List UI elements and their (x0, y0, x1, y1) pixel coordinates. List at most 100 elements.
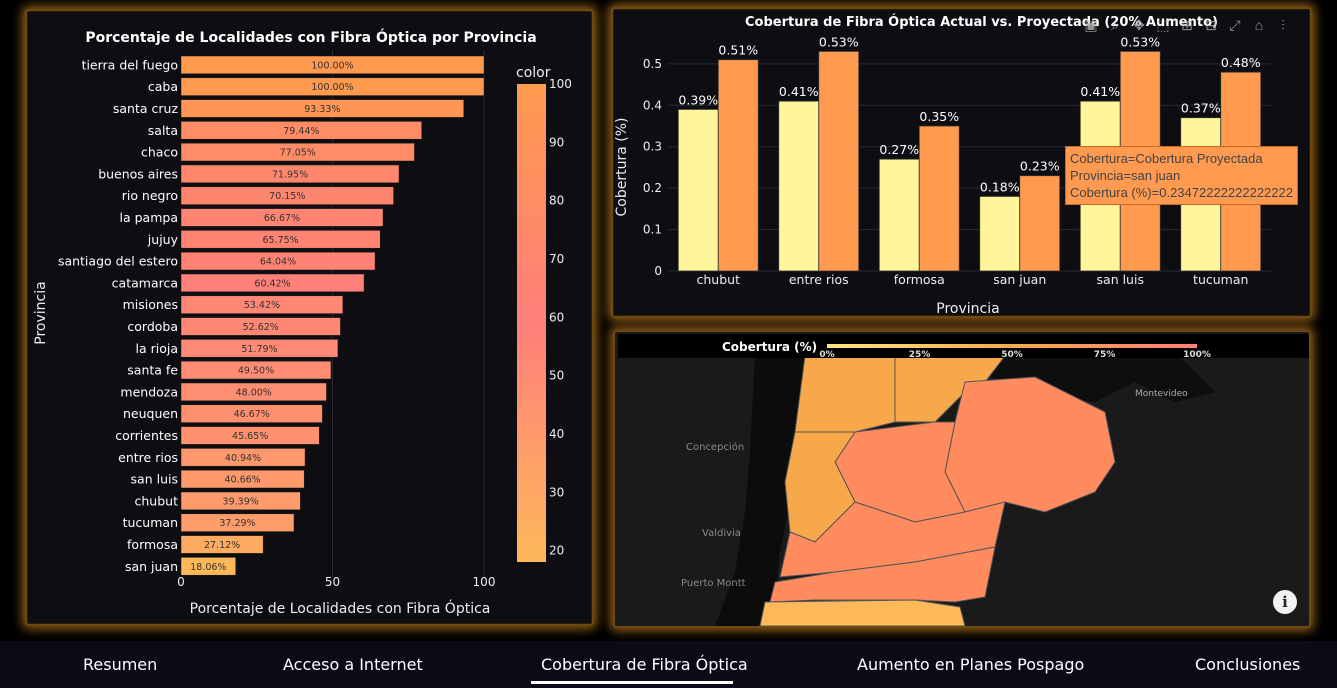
bar-value-label: 0.51% (718, 43, 758, 58)
bar[interactable] (979, 196, 1021, 272)
bar-value-label: 53.42% (244, 300, 280, 311)
colorbar-tick-label: 20 (549, 544, 564, 558)
bar[interactable] (180, 491, 301, 511)
camera-icon[interactable]: ▣ (1084, 17, 1098, 33)
colorbar-title: color (516, 65, 551, 81)
map-place-label: Valdivia (702, 528, 741, 539)
bar[interactable] (180, 77, 485, 96)
choropleth-map-panel[interactable]: Montevideo Concepción Valdivia Puerto Mo… (613, 330, 1311, 628)
category-label: corrientes (115, 428, 178, 443)
bar-value-label: 49.50% (238, 366, 274, 377)
bar[interactable] (180, 295, 344, 314)
bar[interactable] (180, 448, 306, 467)
nav-tab-aumento-pospago[interactable]: Aumento en Planes Pospago (857, 655, 1085, 674)
home-icon[interactable]: ⌂ (1254, 17, 1264, 33)
tooltip-line: Cobertura=Cobertura Proyectada (1070, 151, 1263, 166)
bar[interactable] (180, 317, 341, 336)
bar-value-label: 93.33% (304, 104, 340, 115)
bar-value-label: 51.79% (241, 344, 277, 355)
nav-tab-resumen[interactable]: Resumen (83, 655, 158, 674)
category-label: misiones (123, 297, 178, 312)
zoom-out-icon[interactable]: ⊟ (1205, 17, 1217, 33)
bar[interactable] (180, 360, 332, 380)
bar[interactable] (180, 382, 327, 402)
zoom-icon[interactable]: ⌕ (1111, 17, 1119, 33)
bar[interactable] (818, 51, 860, 272)
category-label: tierra del fuego (82, 57, 178, 72)
bar[interactable] (180, 404, 323, 423)
province-santa-cruz[interactable] (759, 599, 966, 626)
map-place-label: Montevideo (1135, 389, 1188, 399)
legend-tick-label: 0% (819, 350, 834, 358)
province-patagonia-north[interactable] (779, 501, 1006, 578)
bar[interactable] (1019, 175, 1061, 272)
bar[interactable] (918, 125, 960, 272)
bar[interactable] (180, 339, 339, 358)
legend-title: Cobertura (%) (722, 340, 817, 354)
nav-tab-conclusiones[interactable]: Conclusiones (1195, 655, 1301, 674)
plotly-logo-icon[interactable]: ⫶ (1281, 17, 1285, 33)
bar[interactable] (717, 59, 759, 272)
category-label: formosa (127, 537, 178, 552)
nav-tab-cobertura-fibra[interactable]: Cobertura de Fibra Óptica (541, 655, 748, 674)
bar-value-label: 37.29% (219, 518, 255, 529)
bar[interactable] (180, 99, 465, 118)
bar[interactable] (180, 557, 236, 576)
legend-tick-label: 25% (909, 350, 931, 358)
bar[interactable] (180, 55, 485, 75)
province-patagonia-south[interactable] (769, 546, 996, 603)
bar[interactable] (180, 208, 384, 227)
category-label: salta (148, 123, 178, 138)
bar-value-label: 100.00% (311, 60, 353, 71)
bar-value-label: 0.39% (678, 92, 718, 107)
bar[interactable] (778, 100, 820, 272)
bar[interactable] (180, 186, 394, 205)
bar[interactable] (878, 158, 920, 272)
nav-tab-acceso-internet[interactable]: Acceso a Internet (283, 655, 423, 674)
autoscale-icon[interactable]: ⤢ (1229, 17, 1241, 33)
tooltip-line: Provincia=san juan (1070, 168, 1181, 183)
category-label: caba (148, 79, 178, 94)
plot-toolbar: ▣ ⌕ ✥ ⬚ ⊞ ⊟ ⤢ ⌂ ⫶ (1082, 17, 1292, 34)
info-icon[interactable]: i (1273, 590, 1297, 614)
bar[interactable] (180, 230, 381, 249)
bar[interactable] (180, 164, 400, 184)
category-label: neuquen (123, 406, 178, 421)
legend-gradient (827, 344, 1197, 348)
bar-value-label: 77.05% (280, 148, 316, 159)
category-label: san luis (1097, 272, 1144, 287)
bar-value-label: 66.67% (264, 213, 300, 224)
select-icon[interactable]: ⬚ (1156, 17, 1170, 33)
bar-value-label: 39.39% (223, 496, 259, 507)
bar[interactable] (180, 535, 264, 554)
legend-tick-label: 100% (1183, 350, 1211, 358)
bar-value-label: 79.44% (283, 126, 319, 137)
bar[interactable] (180, 121, 422, 140)
category-label: jujuy (147, 232, 179, 247)
bar[interactable] (180, 513, 295, 532)
bar[interactable] (180, 273, 365, 293)
y-tick-label: 0.5 (643, 57, 662, 71)
pan-icon[interactable]: ✥ (1133, 17, 1145, 33)
bar[interactable] (180, 142, 415, 162)
bar-value-label: 0.48% (1221, 55, 1261, 70)
bar[interactable] (180, 469, 305, 489)
colorbar-tick-label: 50 (549, 369, 564, 383)
category-label: chubut (697, 272, 741, 287)
province-fiber-chart-panel: Porcentaje de Localidades con Fibra Ópti… (25, 9, 594, 626)
x-tick-label: 0 (177, 575, 185, 589)
bar-value-label: 0.27% (879, 142, 919, 157)
zoom-in-icon[interactable]: ⊞ (1181, 17, 1193, 33)
map-place-label: Concepción (686, 441, 744, 453)
category-label: cordoba (127, 319, 178, 334)
bar-value-label: 0.23% (1020, 159, 1060, 174)
bar-value-label: 100.00% (311, 82, 353, 93)
bar[interactable] (677, 109, 719, 272)
argentina-map[interactable]: Montevideo Concepción Valdivia Puerto Mo… (615, 332, 1309, 626)
legend-tick-label: 75% (1094, 350, 1116, 358)
bar[interactable] (180, 251, 376, 271)
y-tick-label: 0.3 (643, 140, 662, 154)
bar-value-label: 40.66% (224, 475, 260, 486)
x-tick-label: 100 (473, 575, 496, 589)
bar[interactable] (180, 426, 320, 445)
